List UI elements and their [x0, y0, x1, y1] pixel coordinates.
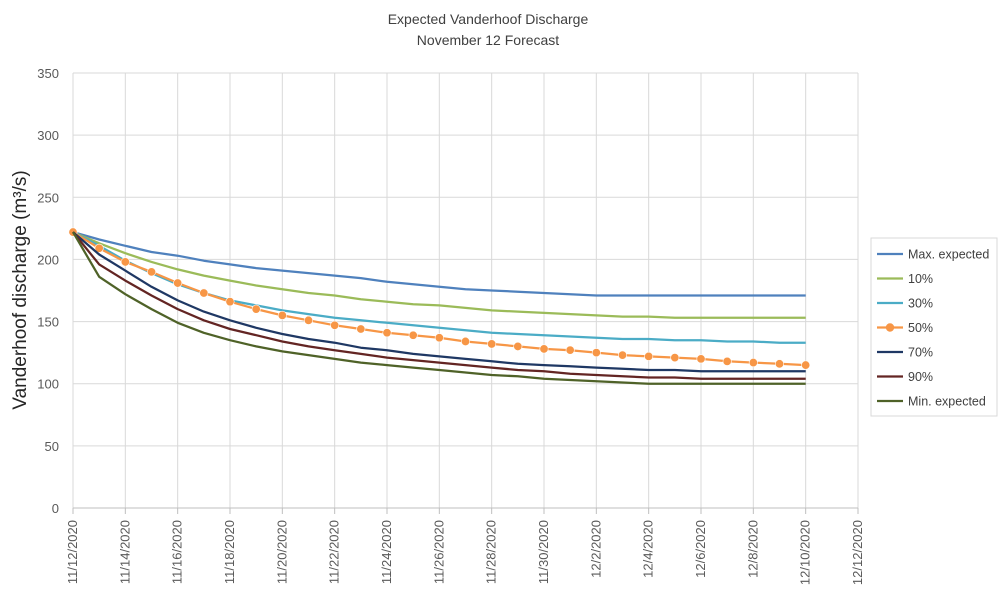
series-point-50: [696, 354, 706, 364]
x-tick-label: 11/22/2020: [327, 520, 342, 584]
series-lines: [68, 227, 811, 385]
series-point-50: [617, 350, 627, 360]
series-point-50: [277, 310, 287, 320]
chart-title: Expected Vanderhoof Discharge: [388, 11, 589, 27]
y-axis-label: Vanderhoof discharge (m³/s): [10, 170, 31, 409]
x-tick-labels: 11/12/2020 11/14/2020 11/16/2020 11/18/2020…: [65, 520, 865, 585]
y-tick-label: 200: [37, 252, 59, 267]
series-point-50: [356, 324, 366, 334]
series-line-min-expected: [72, 231, 806, 385]
x-tick-label: 12/10/2020: [798, 520, 813, 585]
y-tick-label: 150: [37, 315, 59, 330]
series-point-50: [513, 341, 523, 351]
series-point-50: [591, 348, 601, 358]
y-tick-label: 50: [45, 439, 59, 454]
series-point-50: [722, 356, 732, 366]
series-point-50: [539, 344, 549, 354]
legend-label-min-expected: Min. expected: [908, 395, 986, 409]
series-point-50: [94, 243, 104, 253]
series-point-50: [434, 333, 444, 343]
y-tick-label: 300: [37, 128, 59, 143]
legend-label-70: 70%: [908, 346, 933, 360]
series-point-50: [644, 351, 654, 361]
legend-label-max-expected: Max. expected: [908, 248, 989, 262]
x-tick-label: 11/20/2020: [274, 520, 289, 584]
series-point-50: [330, 320, 340, 330]
legend-marker-50: [885, 323, 895, 332]
legend-label-30: 30%: [908, 297, 933, 311]
series-point-50: [225, 297, 235, 307]
series-point-50: [251, 304, 261, 314]
legend: Max. expected 10% 30% 50% 70% 90% Min. expecte…: [870, 237, 998, 417]
y-tick-label: 0: [52, 501, 59, 516]
series-point-50: [487, 339, 497, 349]
series-point-50: [565, 345, 575, 355]
y-tick-label: 350: [37, 66, 59, 81]
x-tick-label: 11/14/2020: [117, 520, 132, 584]
x-tick-label: 12/12/2020: [850, 520, 865, 585]
chart-subtitle: November 12 Forecast: [417, 32, 560, 48]
x-tick-label: 11/12/2020: [65, 520, 80, 584]
legend-label-10: 10%: [908, 272, 933, 286]
series-line-10: [72, 231, 806, 319]
series-line-max-expected: [72, 231, 806, 297]
series-point-50: [173, 278, 183, 288]
y-tick-label: 100: [37, 377, 59, 392]
legend-label-90: 90%: [908, 370, 933, 384]
x-tick-label: 12/6/2020: [693, 520, 708, 578]
series-point-50: [199, 288, 209, 298]
x-tick-label: 12/2/2020: [588, 520, 603, 578]
series-line-90: [72, 231, 806, 380]
series-point-50: [670, 353, 680, 363]
series-point-50: [382, 328, 392, 338]
x-tick-label: 11/30/2020: [536, 520, 551, 584]
x-tick-label: 11/28/2020: [484, 520, 499, 584]
x-tick-label: 11/18/2020: [222, 520, 237, 584]
series-point-50: [408, 330, 418, 340]
series-line-70: [72, 231, 806, 373]
series-point-50: [120, 257, 130, 267]
series-point-50: [774, 359, 784, 369]
x-tick-label: 11/24/2020: [379, 520, 394, 584]
y-tick-labels: 0 50 100 150 200 250 300 350: [37, 66, 59, 516]
legend-label-50: 50%: [908, 321, 933, 335]
x-tick-label: 12/4/2020: [641, 520, 656, 578]
series-point-50: [303, 315, 313, 325]
series-point-50: [460, 336, 470, 346]
x-tick-label: 12/8/2020: [745, 520, 760, 578]
x-tick-label: 11/16/2020: [170, 520, 185, 584]
series-point-50: [748, 358, 758, 368]
series-point-50: [801, 360, 811, 370]
x-tick-label: 11/26/2020: [431, 520, 446, 584]
series-point-50: [147, 267, 157, 277]
y-tick-label: 250: [37, 190, 59, 205]
